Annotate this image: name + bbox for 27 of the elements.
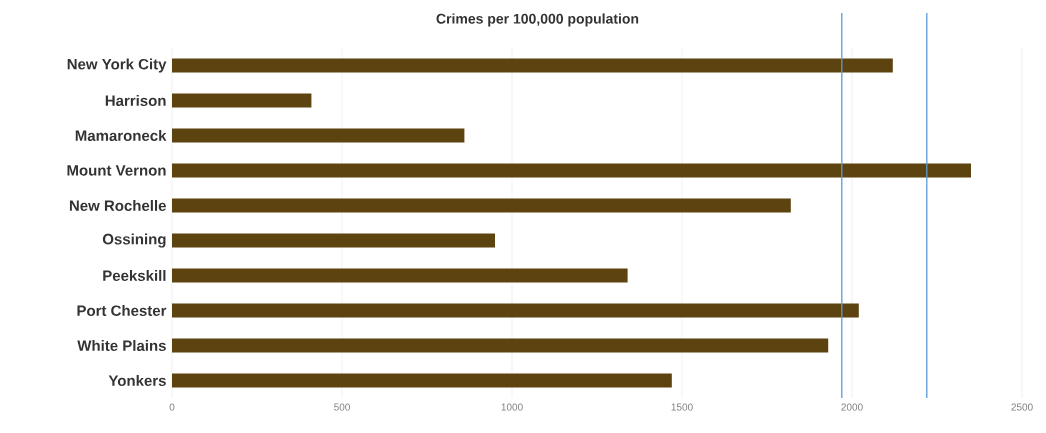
- bar: [172, 198, 791, 213]
- x-tick-label: 500: [334, 403, 350, 411]
- bar: [172, 338, 829, 353]
- x-tick-label: 1000: [501, 403, 523, 411]
- x-tick-label: 2000: [841, 403, 863, 411]
- bar: [172, 58, 893, 73]
- bar: [172, 163, 971, 178]
- y-tick-label: Port Chester: [77, 304, 167, 316]
- y-tick-label: New York City: [67, 58, 167, 73]
- y-tick-label: Yonkers: [108, 374, 166, 386]
- y-tick-label: Mamaroneck: [75, 129, 167, 141]
- bar: [172, 93, 312, 108]
- x-tick-label: 0: [169, 403, 175, 411]
- bar: [172, 303, 859, 318]
- chart-title: Crimes per 100,000 population: [436, 13, 639, 27]
- bar: [172, 268, 628, 283]
- y-tick-label: Mount Vernon: [67, 165, 166, 176]
- x-tick-label: 1500: [671, 403, 693, 411]
- bar: [172, 373, 672, 388]
- y-tick-label: Ossining: [102, 233, 166, 248]
- y-tick-label: White Plains: [77, 339, 166, 351]
- bar: [172, 233, 496, 248]
- x-tick-label: 2500: [1011, 403, 1033, 411]
- y-tick-label: New Rochelle: [69, 199, 166, 211]
- y-tick-label: Peekskill: [103, 269, 166, 281]
- bar: [172, 128, 465, 143]
- y-tick-label: Harrison: [105, 94, 166, 106]
